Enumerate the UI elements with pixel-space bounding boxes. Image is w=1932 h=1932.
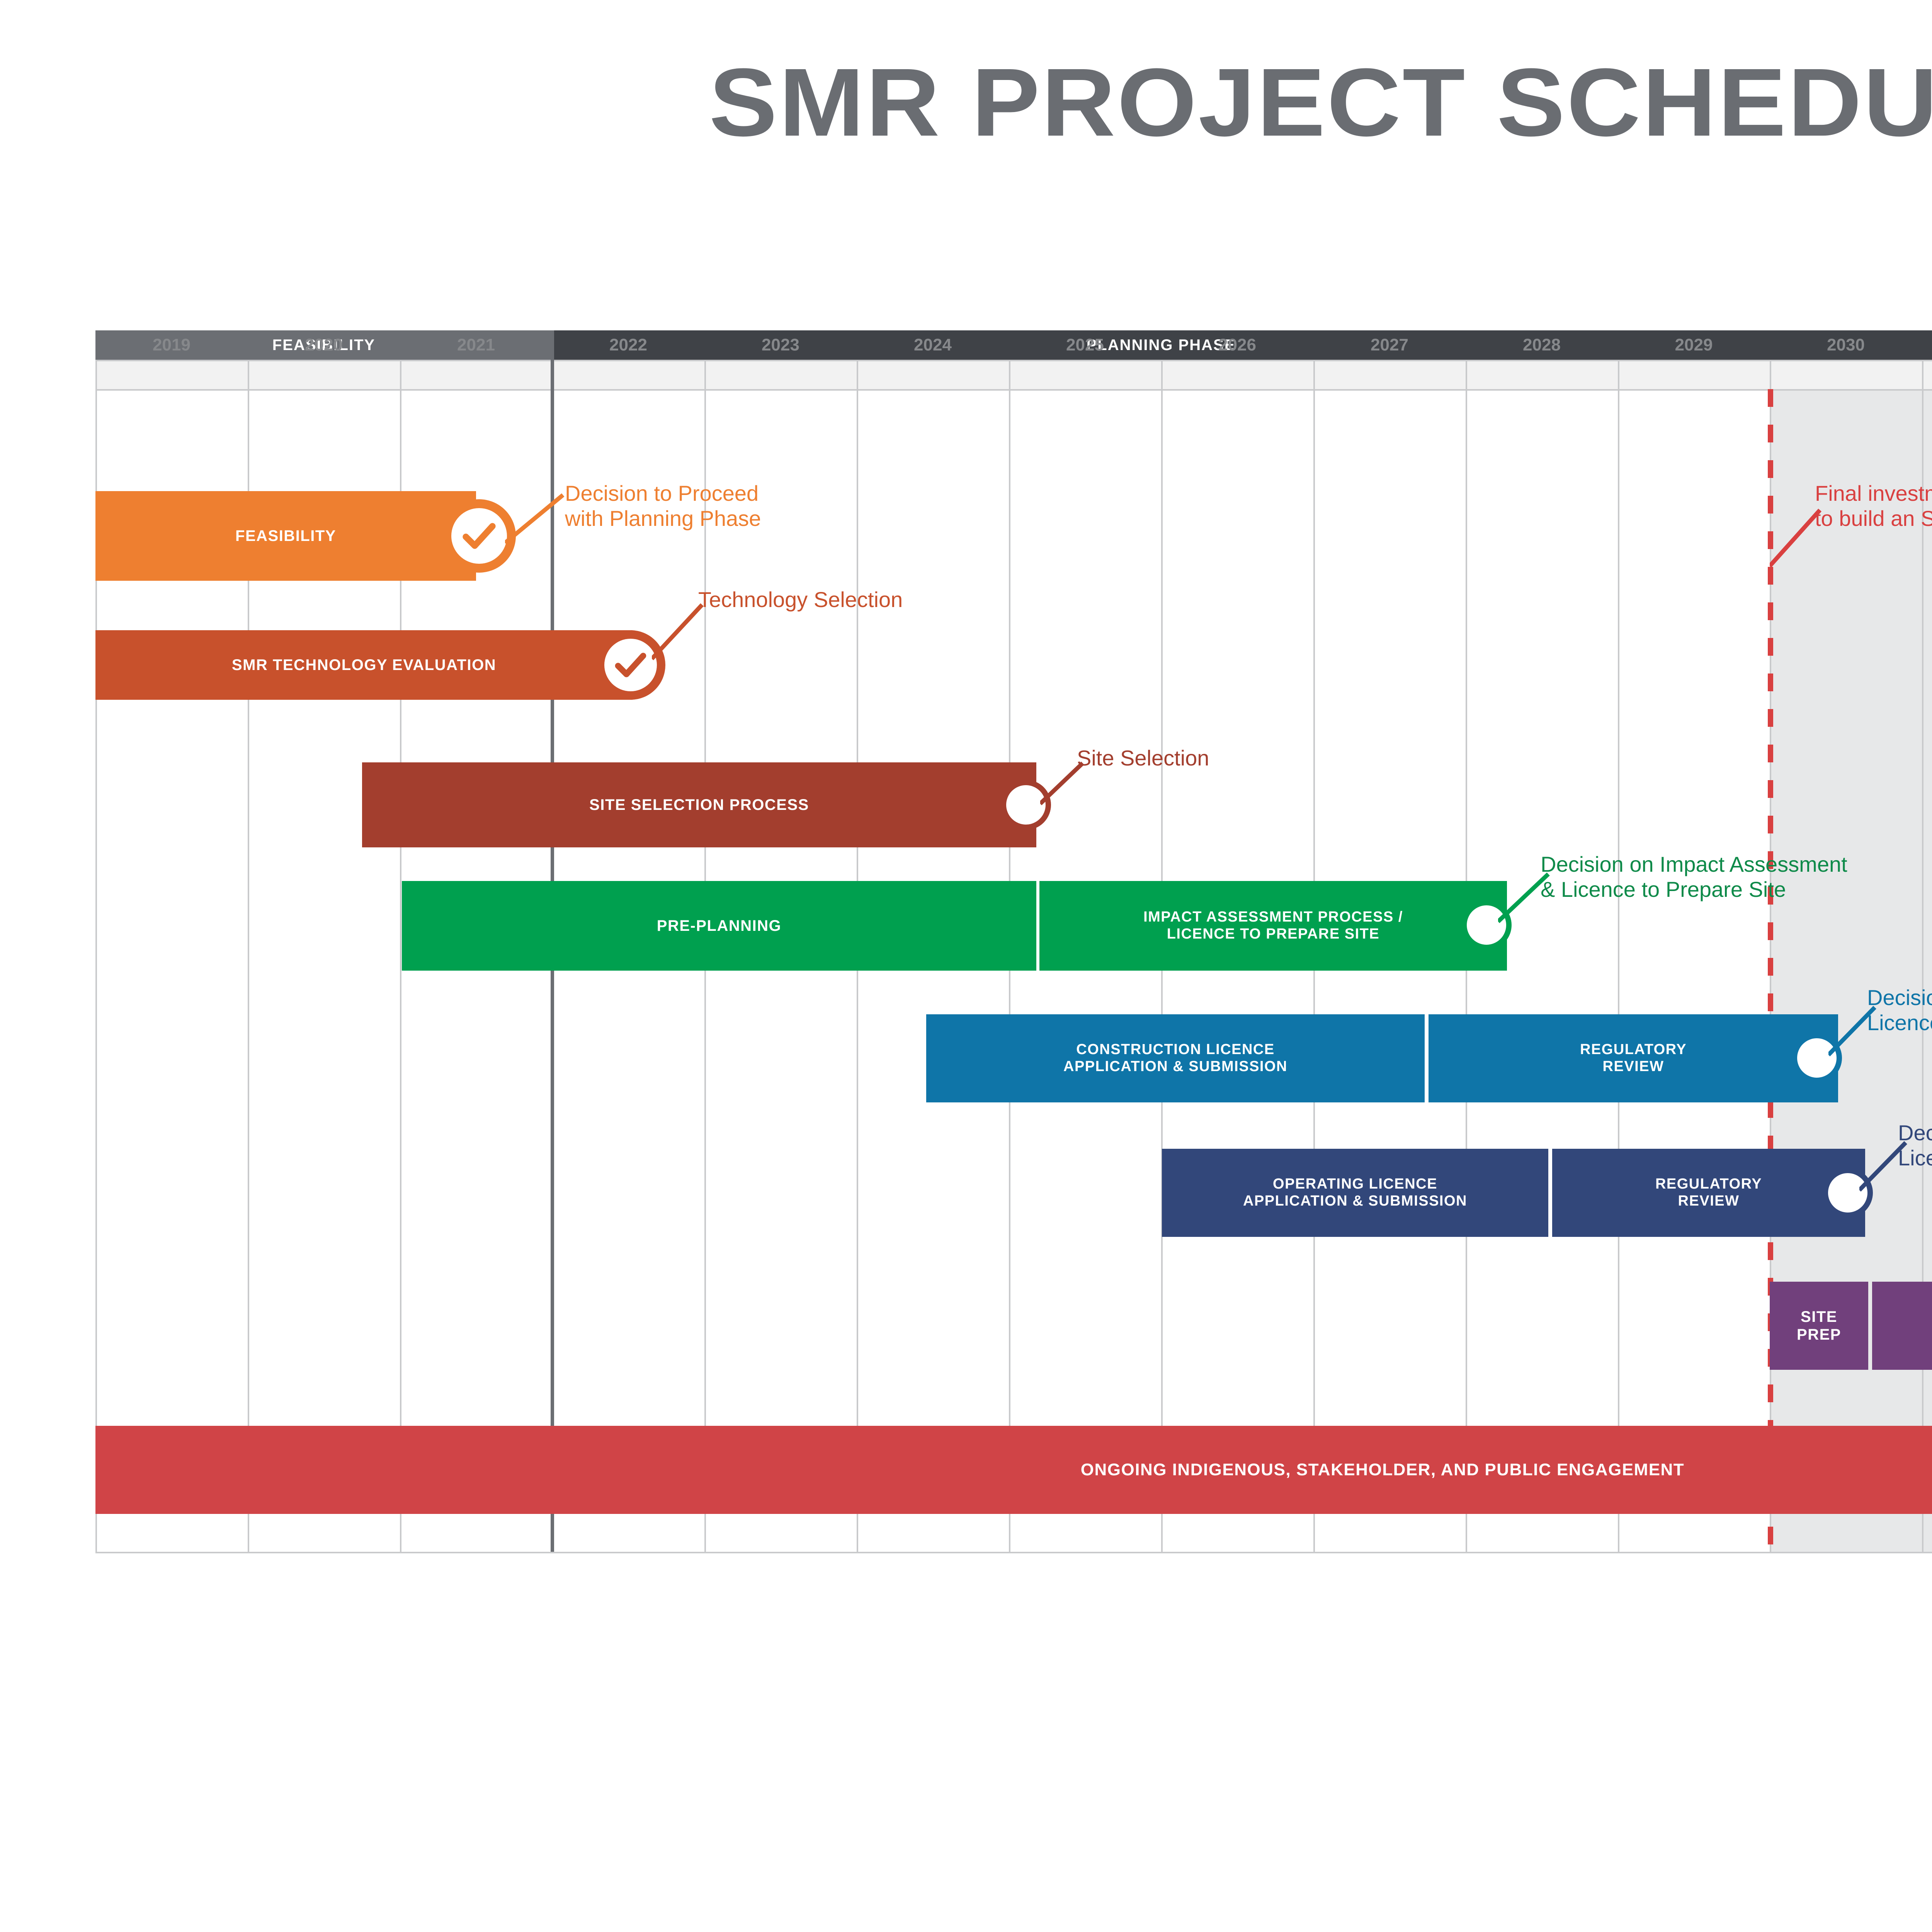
- bar-label-construction-review-line-2: REVIEW: [1602, 1058, 1664, 1075]
- bar-label-ongoing-engagement: ONGOING INDIGENOUS, STAKEHOLDER, AND PUB…: [1080, 1460, 1685, 1479]
- year-label-2023: 2023: [762, 335, 799, 354]
- annotation-line-1: Decision on: [1867, 985, 1932, 1010]
- leader-line-fid: [1770, 509, 1822, 568]
- annotation-line-1: Decision to Proceed: [565, 481, 759, 505]
- bar-label-operating-review-line-1: REGULATORY: [1655, 1176, 1762, 1192]
- bar-label-site-selection-process: SITE SELECTION PROCESS: [589, 796, 809, 813]
- annotation-line-1: Decision on: [1898, 1121, 1932, 1145]
- footer: SaskPower Powering our future ® Learn mo…: [0, 1634, 1932, 1812]
- annotation-line-1: Technology Selection: [698, 587, 903, 612]
- annotation-impact-decision: Decision on Impact Assessment & Licence …: [1541, 852, 1847, 902]
- year-label-2020: 2020: [305, 335, 343, 354]
- leader-line-licence-to-construct: [1828, 1006, 1876, 1056]
- grid-vline-start: [95, 360, 97, 1552]
- year-label-2022: 2022: [609, 335, 647, 354]
- annotation-fid: Final investment decision to build an SM…: [1815, 481, 1932, 531]
- year-label-2028: 2028: [1523, 335, 1561, 354]
- year-label-2029: 2029: [1675, 335, 1713, 354]
- gantt-chart: FEASIBILITY PLANNING PHASE CONSTRUCTION …: [95, 330, 1932, 1553]
- bar-ongoing-engagement[interactable]: ONGOING INDIGENOUS, STAKEHOLDER, AND PUB…: [95, 1426, 1932, 1514]
- bar-label-site-prep-line-2: PREP: [1797, 1326, 1841, 1343]
- final-investment-decision-line: [1768, 389, 1773, 1553]
- bar-operating-regulatory-review[interactable]: REGULATORY REVIEW: [1552, 1149, 1865, 1237]
- bar-label-site-prep-line-1: SITE: [1801, 1308, 1837, 1325]
- bar-site-selection-process[interactable]: SITE SELECTION PROCESS: [362, 762, 1036, 847]
- grid-hline-header: [95, 389, 1932, 391]
- annotation-construct-decision: Decision on Licence to Construct: [1867, 985, 1932, 1036]
- checkmark-icon-feasibility: [442, 499, 516, 573]
- grid-hline-bottom: [95, 1552, 1932, 1553]
- bar-label-feasibility: FEASIBILITY: [235, 527, 336, 544]
- page-title: SMR PROJECT SCHEDULE: [709, 48, 1932, 156]
- bar-label-impact-assessment-line-1: IMPACT ASSESSMENT PROCESS /: [1143, 909, 1403, 925]
- bar-label-smr-technology-evaluation: SMR TECHNOLOGY EVALUATION: [231, 656, 497, 673]
- year-label-2026: 2026: [1218, 335, 1256, 354]
- bar-construction-regulatory-review[interactable]: REGULATORY REVIEW: [1429, 1014, 1838, 1102]
- bar-construction-commission[interactable]: CONSTRUCTION / COMMISSION (42 MONTHS): [1872, 1282, 1932, 1370]
- leader-line-impact-assessment: [1498, 872, 1550, 923]
- year-label-2024: 2024: [914, 335, 952, 354]
- annotation-technology-selection: Technology Selection: [698, 587, 903, 612]
- year-label-2019: 2019: [153, 335, 190, 354]
- bar-smr-technology-evaluation[interactable]: SMR TECHNOLOGY EVALUATION: [95, 630, 633, 700]
- bar-construction-licence-application[interactable]: CONSTRUCTION LICENCE APPLICATION & SUBMI…: [926, 1014, 1425, 1102]
- phase-header-construction: CONSTRUCTION PHASE: [1770, 330, 1932, 360]
- grid-vline-2029: [1618, 360, 1619, 1552]
- phase-header-planning: PLANNING PHASE: [552, 330, 1770, 360]
- year-label-2025: 2025: [1066, 335, 1104, 354]
- bar-label-pre-planning: PRE-PLANNING: [656, 917, 782, 934]
- bar-label-construction-licence-line-2: APPLICATION & SUBMISSION: [1063, 1058, 1287, 1075]
- grid-vline-2021: [400, 360, 401, 1552]
- year-axis-row: [95, 360, 1932, 389]
- annotation-line-1: Final investment decision: [1815, 481, 1932, 505]
- bar-feasibility[interactable]: FEASIBILITY: [95, 491, 476, 581]
- annotation-line-2: & Licence to Prepare Site: [1541, 877, 1786, 901]
- grid-vline-2020: [248, 360, 249, 1552]
- bar-pre-planning[interactable]: PRE-PLANNING: [402, 881, 1036, 971]
- year-label-2021: 2021: [457, 335, 495, 354]
- annotation-line-1: Decision on Impact Assessment: [1541, 852, 1847, 876]
- bar-label-operating-licence-line-2: APPLICATION & SUBMISSION: [1243, 1193, 1467, 1209]
- annotation-line-1: Site Selection: [1077, 746, 1209, 770]
- bar-site-prep[interactable]: SITE PREP: [1770, 1282, 1868, 1370]
- annotation-line-2: to build an SMR: [1815, 506, 1932, 531]
- year-label-2027: 2027: [1371, 335, 1408, 354]
- annotation-line-2: Licence to Construct: [1867, 1010, 1932, 1035]
- phase-header-feasibility: FEASIBILITY: [95, 330, 552, 360]
- leader-line-decision-proceed: [505, 493, 565, 545]
- bar-label-operating-licence-line-1: OPERATING LICENCE: [1273, 1176, 1437, 1192]
- grid-hline-top: [95, 360, 1932, 361]
- bar-label-construction-licence-line-1: CONSTRUCTION LICENCE: [1076, 1041, 1275, 1058]
- leader-line-technology-selection: [652, 603, 704, 660]
- annotation-line-2: with Planning Phase: [565, 506, 761, 531]
- bar-label-operating-review-line-2: REVIEW: [1678, 1193, 1740, 1209]
- checkmark-icon-technology-selection: [596, 630, 665, 700]
- bar-label-construction-review-line-1: REGULATORY: [1580, 1041, 1687, 1058]
- bar-operating-licence-application[interactable]: OPERATING LICENCE APPLICATION & SUBMISSI…: [1162, 1149, 1548, 1237]
- leader-line-site-selection: [1040, 762, 1084, 805]
- year-label-2030: 2030: [1827, 335, 1865, 354]
- annotation-site-selection: Site Selection: [1077, 746, 1209, 771]
- annotation-line-2: Licence to Operate: [1898, 1145, 1932, 1170]
- leader-line-licence-to-operate: [1859, 1141, 1907, 1192]
- bar-label-impact-assessment-line-2: LICENCE TO PREPARE SITE: [1167, 926, 1380, 942]
- annotation-decision-proceed: Decision to Proceed with Planning Phase: [565, 481, 761, 531]
- annotation-operate-decision: Decision on Licence to Operate: [1898, 1121, 1932, 1171]
- bar-impact-assessment[interactable]: IMPACT ASSESSMENT PROCESS / LICENCE TO P…: [1039, 881, 1507, 971]
- year-label-2031: 2031: [1922, 330, 1932, 360]
- grid-vline-2031: [1922, 360, 1923, 1552]
